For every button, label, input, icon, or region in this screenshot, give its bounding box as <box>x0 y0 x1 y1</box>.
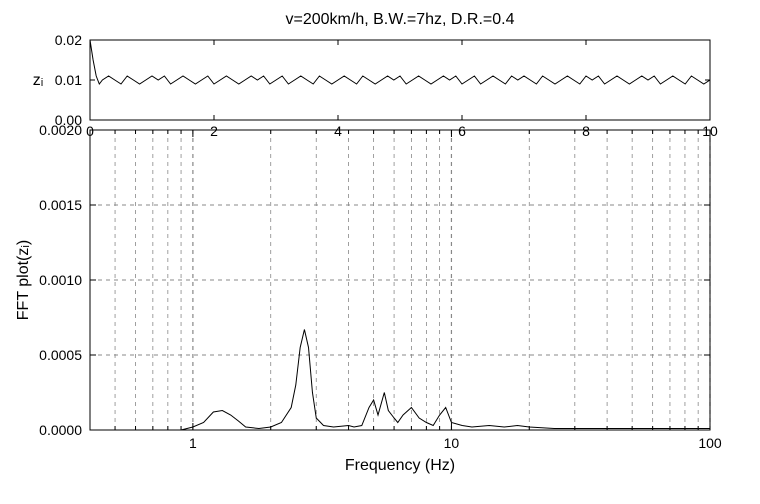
top-xtick-label: 4 <box>334 123 342 139</box>
bottom-xtick-label: 10 <box>444 435 460 451</box>
bottom-panel-box <box>90 130 710 430</box>
top-panel-box <box>90 40 710 120</box>
bottom-ytick-label: 0.0010 <box>39 272 82 288</box>
xlabel: Frequency (Hz) <box>345 457 455 474</box>
bottom-ytick-label: 0.0015 <box>39 197 82 213</box>
bottom-series-line <box>90 330 710 431</box>
top-ytick-label: 0.01 <box>55 72 82 88</box>
top-ytick-label: 0.02 <box>55 32 82 48</box>
chart-svg: v=200km/h, B.W.=7hz, D.R.=0.402468100.00… <box>0 0 760 504</box>
top-xtick-label: 6 <box>458 123 466 139</box>
bottom-xtick-label: 100 <box>698 435 722 451</box>
top-xtick-label: 8 <box>582 123 590 139</box>
bottom-xtick-label: 1 <box>189 435 197 451</box>
top-ylabel: zᵢ <box>33 72 44 89</box>
bottom-ytick-label: 0.0020 <box>39 122 82 138</box>
figure-container: v=200km/h, B.W.=7hz, D.R.=0.402468100.00… <box>0 0 760 504</box>
bottom-ytick-label: 0.0005 <box>39 347 82 363</box>
bottom-ytick-label: 0.0000 <box>39 422 82 438</box>
top-series-line <box>90 40 710 84</box>
chart-title: v=200km/h, B.W.=7hz, D.R.=0.4 <box>286 11 515 28</box>
top-xtick-label: 2 <box>210 123 218 139</box>
bottom-ylabel: FFT plot(zᵢ) <box>15 240 32 320</box>
